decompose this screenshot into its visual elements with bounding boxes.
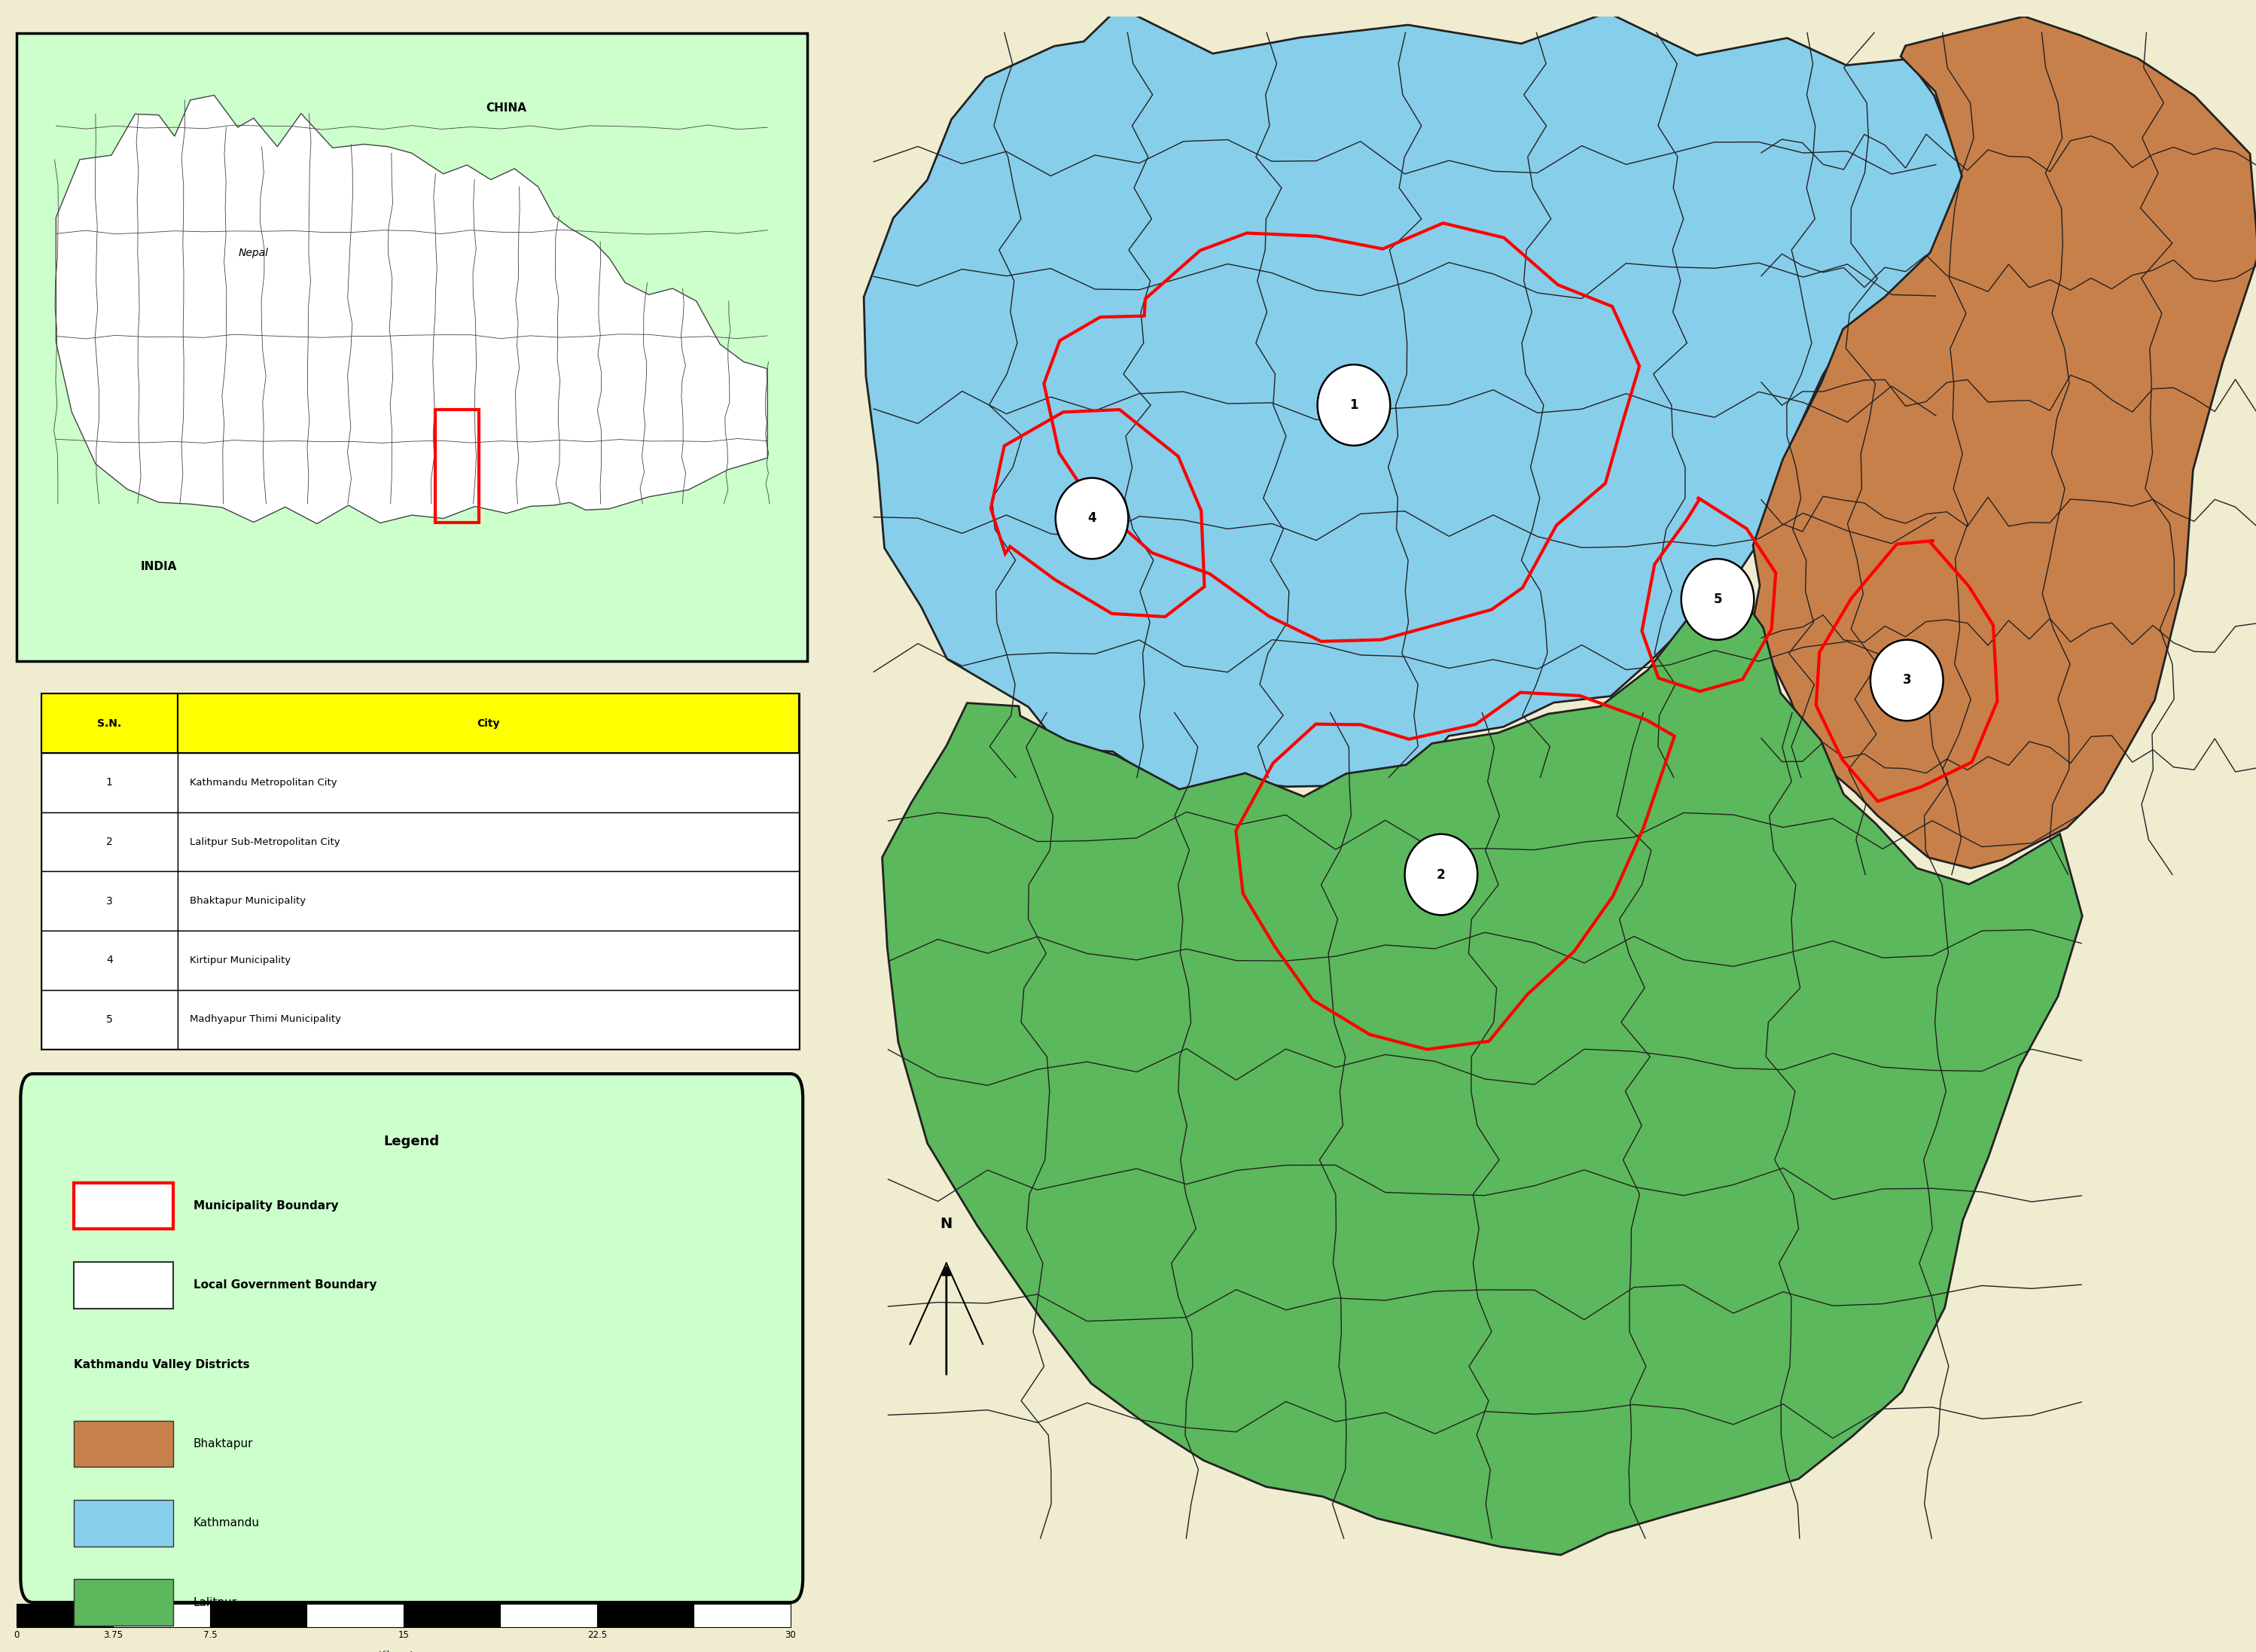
Bar bbox=[74, 1183, 174, 1229]
Text: CHINA: CHINA bbox=[487, 102, 528, 114]
Text: 5: 5 bbox=[106, 1014, 113, 1024]
Bar bbox=[178, 694, 799, 753]
Bar bbox=[41, 694, 799, 1049]
Bar bbox=[598, 1604, 695, 1627]
Text: Kilometers: Kilometers bbox=[379, 1650, 429, 1652]
Bar bbox=[74, 1421, 174, 1467]
Bar bbox=[41, 753, 178, 813]
Circle shape bbox=[1870, 639, 1942, 720]
Bar bbox=[435, 410, 478, 522]
Bar bbox=[41, 930, 178, 990]
Text: 2: 2 bbox=[106, 836, 113, 847]
Text: 3: 3 bbox=[106, 895, 113, 907]
Bar bbox=[178, 753, 799, 813]
Text: City: City bbox=[476, 719, 499, 729]
Bar bbox=[41, 990, 178, 1049]
Polygon shape bbox=[56, 96, 767, 524]
Text: INDIA: INDIA bbox=[140, 562, 176, 572]
Text: 1: 1 bbox=[106, 778, 113, 788]
Text: Madhyapur Thimi Municipality: Madhyapur Thimi Municipality bbox=[190, 1014, 341, 1024]
Bar bbox=[16, 33, 808, 661]
Circle shape bbox=[1405, 834, 1478, 915]
Text: 22.5: 22.5 bbox=[587, 1631, 607, 1640]
Bar bbox=[178, 813, 799, 872]
Text: 5: 5 bbox=[1712, 593, 1721, 606]
Bar bbox=[41, 694, 178, 753]
Polygon shape bbox=[1753, 17, 2256, 869]
Bar bbox=[74, 1500, 174, 1546]
Bar bbox=[501, 1604, 598, 1627]
Bar bbox=[41, 872, 178, 930]
Bar bbox=[178, 990, 799, 1049]
Text: Local Government Boundary: Local Government Boundary bbox=[194, 1280, 377, 1290]
Text: 7.5: 7.5 bbox=[203, 1631, 217, 1640]
Text: 4: 4 bbox=[1087, 512, 1096, 525]
Bar bbox=[178, 872, 799, 930]
Bar bbox=[210, 1604, 307, 1627]
FancyBboxPatch shape bbox=[20, 1074, 803, 1602]
Text: 0: 0 bbox=[14, 1631, 20, 1640]
Bar bbox=[404, 1604, 501, 1627]
Text: Kirtipur Municipality: Kirtipur Municipality bbox=[190, 955, 291, 965]
Circle shape bbox=[1056, 477, 1128, 558]
Text: 4: 4 bbox=[106, 955, 113, 965]
Text: 15: 15 bbox=[397, 1631, 408, 1640]
Bar bbox=[695, 1604, 790, 1627]
Text: Kathmandu: Kathmandu bbox=[194, 1518, 259, 1528]
Text: Legend: Legend bbox=[384, 1135, 440, 1148]
Bar bbox=[74, 1262, 174, 1308]
Text: 3: 3 bbox=[1902, 674, 1911, 687]
Text: 2: 2 bbox=[1437, 867, 1446, 882]
Text: Lalitpur: Lalitpur bbox=[194, 1597, 237, 1607]
Bar bbox=[113, 1604, 210, 1627]
Text: N: N bbox=[941, 1216, 952, 1231]
Text: S.N.: S.N. bbox=[97, 719, 122, 729]
Bar bbox=[178, 930, 799, 990]
Text: Municipality Boundary: Municipality Boundary bbox=[194, 1201, 338, 1211]
Text: 1: 1 bbox=[1349, 398, 1358, 411]
Bar bbox=[41, 813, 178, 872]
Bar bbox=[16, 1604, 113, 1627]
Circle shape bbox=[1318, 365, 1390, 446]
Bar bbox=[307, 1604, 404, 1627]
Text: Kathmandu Metropolitan City: Kathmandu Metropolitan City bbox=[190, 778, 336, 788]
Text: Lalitpur Sub-Metropolitan City: Lalitpur Sub-Metropolitan City bbox=[190, 838, 341, 847]
Text: Bhaktapur Municipality: Bhaktapur Municipality bbox=[190, 895, 307, 905]
Text: 30: 30 bbox=[785, 1631, 796, 1640]
Bar bbox=[74, 1579, 174, 1626]
Text: 3.75: 3.75 bbox=[104, 1631, 124, 1640]
Polygon shape bbox=[864, 7, 1969, 801]
Circle shape bbox=[1681, 558, 1753, 639]
Text: Bhaktapur: Bhaktapur bbox=[194, 1439, 253, 1449]
Polygon shape bbox=[882, 590, 2082, 1555]
Text: Kathmandu Valley Districts: Kathmandu Valley Districts bbox=[74, 1360, 250, 1370]
Text: Nepal: Nepal bbox=[239, 248, 268, 258]
